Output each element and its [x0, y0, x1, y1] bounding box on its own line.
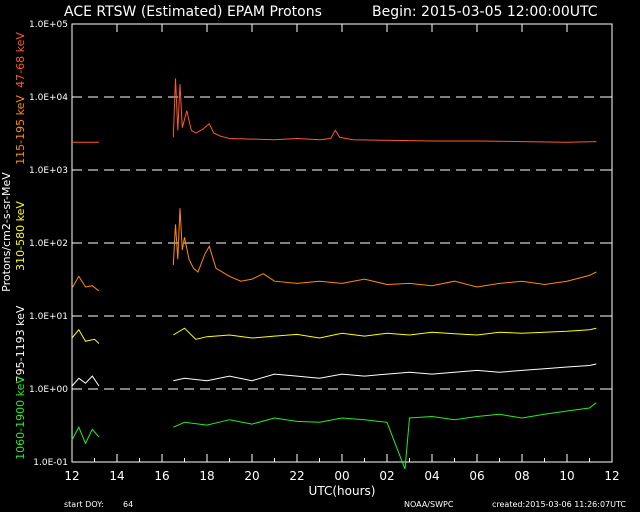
series-line [71, 327, 597, 344]
x-tick-label: 00 [334, 469, 349, 483]
x-tick-label: 12 [64, 469, 79, 483]
series-label: 795-1193 keV [14, 305, 27, 382]
y-tick-label: 1.0E+04 [29, 93, 68, 103]
x-tick-label: 18 [199, 469, 214, 483]
created-text: created:2015-03-06 11:26:07UTC [492, 500, 626, 509]
x-tick-label: 02 [379, 469, 394, 483]
series-label: 310-580 keV [14, 201, 27, 271]
series-line [71, 402, 597, 470]
x-tick-label: 08 [514, 469, 529, 483]
series-line [71, 208, 597, 292]
x-tick-label: 16 [154, 469, 169, 483]
series-label: 115-195 keV [14, 95, 27, 165]
x-tick-label: 12 [604, 469, 619, 483]
start-doy-value: 64 [123, 500, 133, 509]
y-tick-label: 1.0E-01 [33, 458, 68, 468]
series-label: 47-68 keV [14, 32, 27, 88]
y-tick-label: 1.0E+05 [29, 20, 68, 30]
x-axis-label: UTC(hours) [309, 484, 376, 498]
x-tick-label: 04 [424, 469, 439, 483]
y-tick-label: 1.0E+03 [29, 166, 68, 176]
x-tick-label: 14 [109, 469, 124, 483]
series-line [71, 363, 597, 387]
x-tick-label: 10 [559, 469, 574, 483]
start-doy-label: start DOY: [64, 500, 104, 509]
begin-label: Begin: 2015-03-05 12:00:00UTC [372, 4, 598, 20]
x-tick-label: 20 [244, 469, 259, 483]
credit-text: NOAA/SWPC [404, 500, 454, 509]
y-tick-label: 1.0E+00 [29, 385, 68, 395]
chart-title: ACE RTSW (Estimated) EPAM Protons [64, 4, 322, 20]
y-axis-label: Protons/cm2-s-sr-MeV [0, 172, 13, 292]
x-tick-label: 06 [469, 469, 484, 483]
series-line [72, 78, 597, 143]
y-tick-label: 1.0E+01 [29, 312, 68, 322]
y-tick-label: 1.0E+02 [29, 239, 68, 249]
x-tick-label: 22 [289, 469, 304, 483]
series-label: 1060-1900 keV [14, 376, 27, 460]
